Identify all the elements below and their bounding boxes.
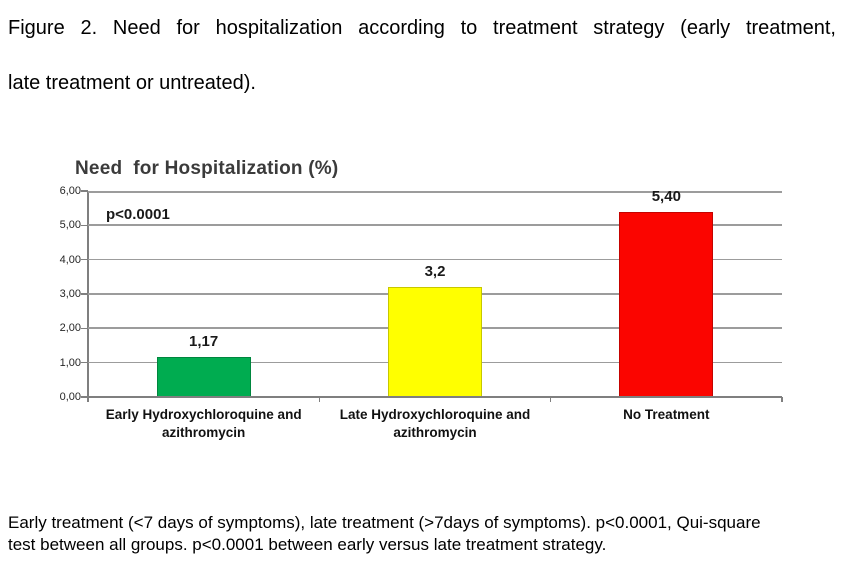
- p-value-annotation: p<0.0001: [106, 206, 170, 223]
- y-axis-tick: [81, 224, 88, 227]
- y-axis-tick: [81, 327, 88, 330]
- x-axis-tick: [781, 397, 783, 402]
- y-axis-tick: [81, 293, 88, 295]
- figure-caption-line2: late treatment or untreated).: [8, 72, 256, 94]
- category-label: Early Hydroxychloroquine and azithromyci…: [105, 407, 302, 440]
- y-axis-label: 2,00: [59, 322, 81, 335]
- gridline: [88, 191, 782, 193]
- figure-caption-line1: Figure 2. Need for hospitalization accor…: [8, 17, 836, 39]
- bar-early-treatment: [156, 356, 251, 397]
- plot-area: p<0.0001 1,17 3,2 5,40: [81, 187, 783, 402]
- category-label: No Treatment: [623, 407, 710, 422]
- figure-note-line2: test between all groups. p<0.0001 betwee…: [8, 535, 607, 555]
- y-axis-label: 5,00: [59, 219, 81, 232]
- bar-value-label: 1,17: [189, 332, 219, 350]
- y-axis-tick: [81, 396, 88, 398]
- y-axis-tick: [81, 258, 88, 261]
- category-label: Late Hydroxychloroquine and azithromycin: [339, 407, 531, 440]
- y-axis-tick: [81, 361, 88, 364]
- bar-no-treatment: [619, 211, 714, 397]
- x-axis-labels: Early Hydroxychloroquine and azithromyci…: [88, 406, 782, 442]
- gridline: [88, 224, 782, 226]
- y-axis-line: [87, 191, 89, 402]
- gridline: [88, 258, 782, 261]
- chart-title: Need for Hospitalization (%): [75, 158, 339, 179]
- x-axis-tick: [318, 397, 321, 402]
- bar-value-label: 3,2: [424, 263, 446, 281]
- x-axis-tick: [549, 397, 552, 402]
- y-axis-label: 6,00: [59, 185, 81, 197]
- figure-note-line1: Early treatment (<7 days of symptoms), l…: [8, 513, 761, 532]
- bar-late-treatment: [388, 287, 482, 397]
- y-axis-label: 4,00: [59, 253, 81, 266]
- y-axis-label: 1,00: [59, 356, 81, 369]
- y-axis-tick: [81, 190, 88, 192]
- x-axis-line: [88, 396, 782, 398]
- bar-value-label: 5,40: [651, 187, 681, 205]
- y-axis-label: 0,00: [59, 391, 81, 403]
- figure-note: Early treatment (<7 days of symptoms), l…: [8, 512, 761, 557]
- y-axis-label: 3,00: [59, 288, 81, 300]
- x-axis-tick: [87, 397, 89, 402]
- y-axis-labels: 0,00 1,00 2,00 3,00 4,00 5,00 6,00: [28, 185, 81, 403]
